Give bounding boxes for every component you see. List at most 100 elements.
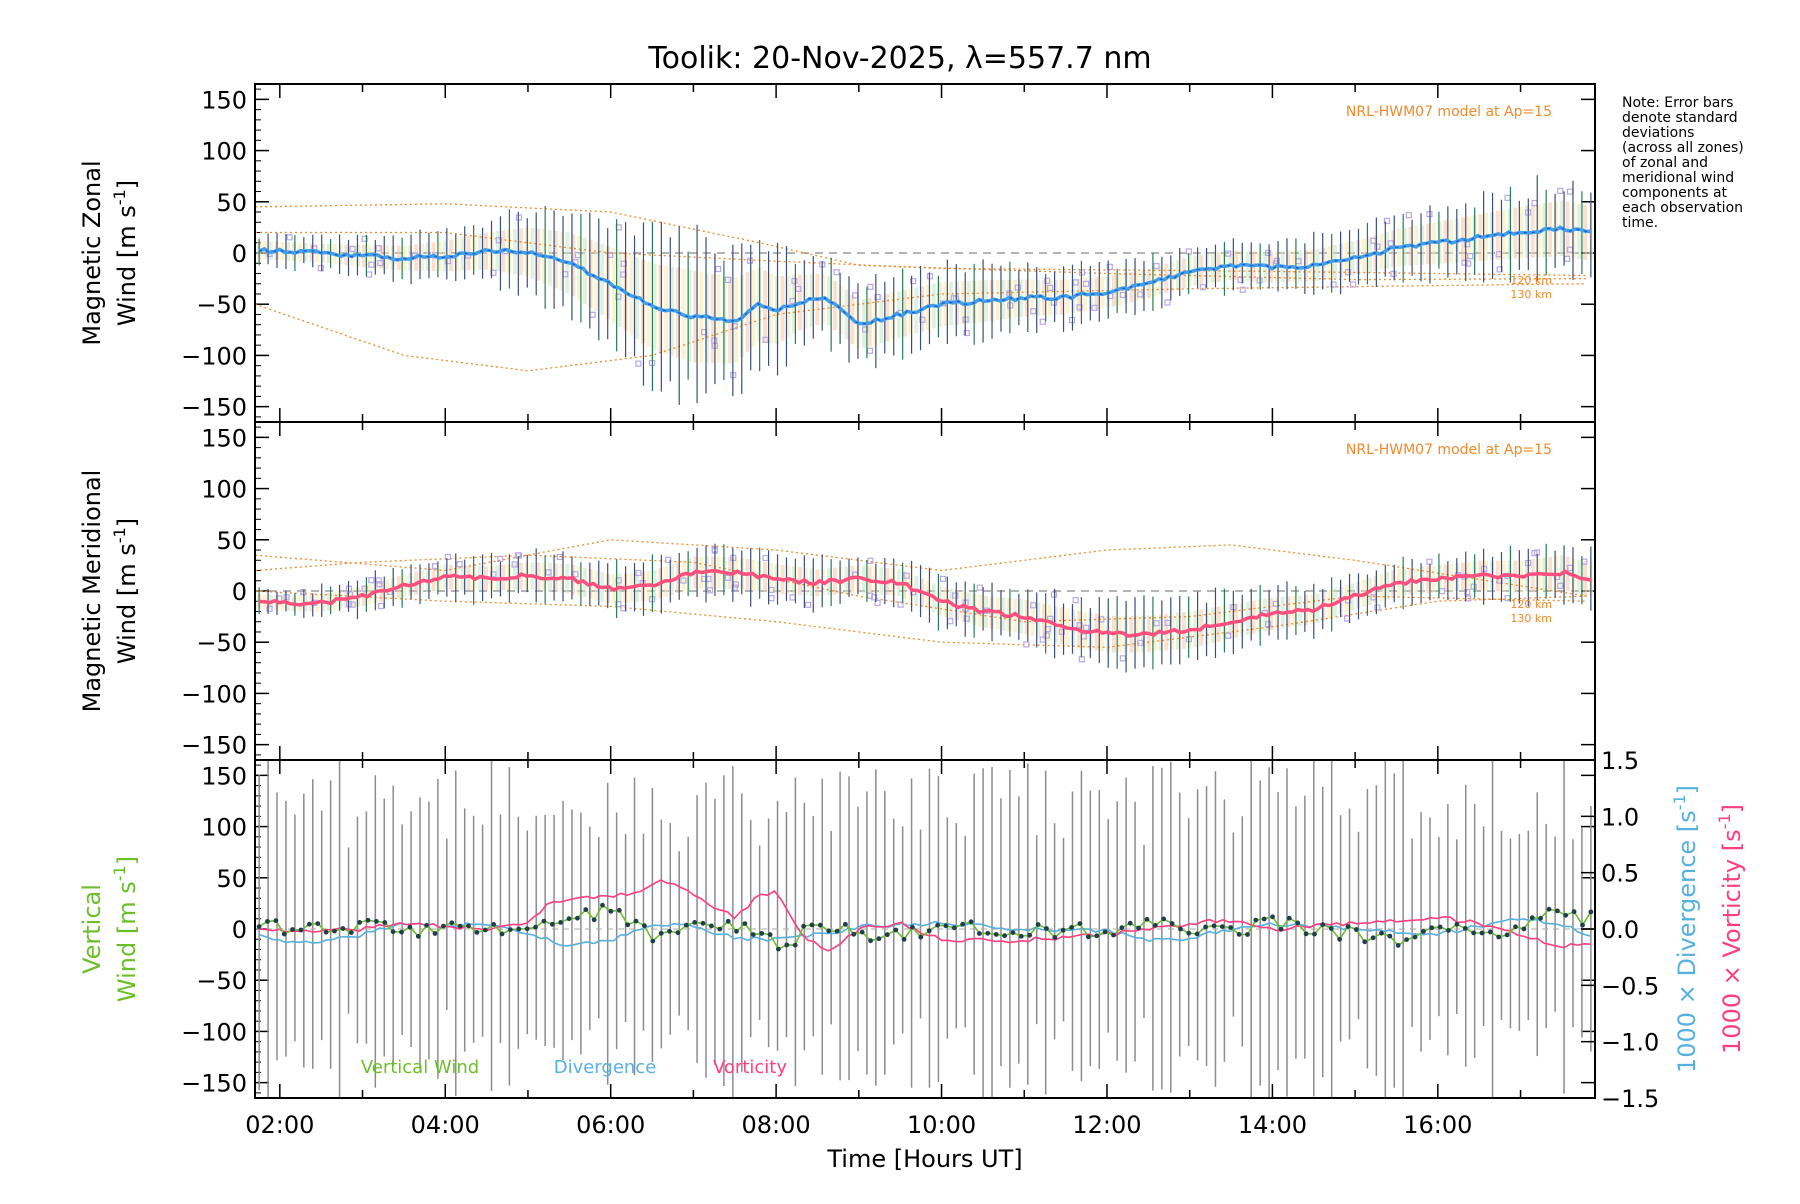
zone-point xyxy=(1039,318,1046,325)
zone-point xyxy=(365,271,373,278)
vertical-wind-point xyxy=(608,908,614,914)
y-title-text: Wind [m s xyxy=(113,881,141,1002)
vertical-wind-point xyxy=(750,932,756,937)
zone-point xyxy=(1185,248,1192,255)
vertical-wind-point xyxy=(876,936,882,942)
vertical-wind-point xyxy=(817,922,823,928)
vertical-wind-point xyxy=(1102,929,1108,935)
y-tick-label: −100 xyxy=(181,680,247,708)
y-tick-label: 150 xyxy=(201,86,247,114)
zone-point xyxy=(724,574,732,581)
zone-point xyxy=(903,572,910,579)
vertical-wind-point xyxy=(1555,908,1560,914)
right-tick-label: −0.5 xyxy=(1601,972,1659,1000)
vertical-wind-point xyxy=(1136,925,1141,931)
vertical-wind-point xyxy=(935,922,940,928)
zone-point xyxy=(515,214,523,221)
zone-point xyxy=(1265,621,1272,628)
model-curve xyxy=(254,590,1587,648)
vertical-wind-point xyxy=(449,920,455,926)
vertical-wind-point xyxy=(1538,915,1543,921)
vertical-wind-point xyxy=(1387,933,1393,939)
vertical-wind-point xyxy=(1194,931,1200,937)
vertical-wind-point xyxy=(616,907,622,913)
vertical-wind-point xyxy=(1286,915,1292,921)
zone-point xyxy=(545,569,552,576)
vertical-wind-point xyxy=(1412,934,1418,940)
zone-point xyxy=(1496,266,1503,273)
model-label-130km: 130 km xyxy=(1510,612,1552,625)
vertical-wind-point xyxy=(985,930,991,936)
model-curve xyxy=(254,539,1587,597)
vertical-wind-point xyxy=(951,925,957,931)
vertical-wind-point xyxy=(650,938,656,944)
zone-point xyxy=(805,601,812,608)
y-axis-title-line1: Magnetic Meridional xyxy=(78,470,106,713)
vertical-wind-point xyxy=(382,920,388,925)
right-tick-label: −1.5 xyxy=(1601,1085,1659,1113)
legend-entry: Divergence xyxy=(554,1057,657,1078)
vertical-wind-point xyxy=(491,922,497,927)
right-tick-label: 1.0 xyxy=(1601,803,1639,831)
zone-point xyxy=(1426,558,1433,565)
zone-point xyxy=(615,293,622,300)
zone-point xyxy=(1330,281,1337,288)
vertical-wind-point xyxy=(918,934,924,940)
vertical-wind-point xyxy=(432,931,438,936)
vertical-wind-point xyxy=(1010,930,1016,935)
vertical-wind-point xyxy=(549,921,555,927)
zone-point xyxy=(635,569,642,577)
vertical-wind-point xyxy=(851,931,857,937)
zone-point xyxy=(701,329,708,336)
zone-point xyxy=(1225,632,1232,639)
zone-point xyxy=(317,265,324,272)
vertical-wind-point xyxy=(340,926,346,931)
vertical-wind-point xyxy=(692,920,698,925)
zone-point xyxy=(866,347,874,354)
zone-point xyxy=(976,584,983,591)
vertical-wind-point xyxy=(348,930,354,935)
zone-point xyxy=(768,595,775,602)
vertical-wind-point xyxy=(734,928,739,934)
vertical-wind-point xyxy=(315,921,321,926)
zone-point xyxy=(1390,270,1397,277)
right-axis-title-vorticity-close: ] xyxy=(1718,804,1746,813)
zone-point xyxy=(1014,284,1021,291)
vertical-wind-point xyxy=(1152,923,1158,928)
vertical-wind-point xyxy=(1228,925,1234,930)
zone-point xyxy=(444,258,452,265)
zone-point xyxy=(378,602,385,610)
zone-point xyxy=(376,581,383,588)
right-tick-label: −1.0 xyxy=(1601,1029,1659,1057)
zone-point xyxy=(456,561,463,568)
zone-point xyxy=(497,555,504,563)
zone-point xyxy=(963,615,970,622)
zone-point xyxy=(1030,308,1037,315)
y-title-close: ] xyxy=(113,856,141,865)
vertical-wind-point xyxy=(541,918,547,924)
vertical-wind-point xyxy=(290,927,295,932)
legend-entry: Vorticity xyxy=(713,1057,787,1078)
vertical-wind-point xyxy=(1328,926,1334,931)
x-tick-label: 02:00 xyxy=(245,1111,314,1139)
zone-point xyxy=(897,601,904,608)
zone-point xyxy=(952,592,959,599)
vertical-wind-point xyxy=(826,928,832,934)
vertical-wind-point xyxy=(1546,906,1552,912)
zone-point xyxy=(1082,280,1090,287)
vertical-wind-point xyxy=(600,902,605,908)
vertical-wind-point xyxy=(1236,932,1242,937)
panel-frame-2 xyxy=(254,759,1596,1099)
x-axis-title: Time [Hours UT] xyxy=(826,1145,1022,1173)
y-tick-label: 150 xyxy=(201,762,247,790)
model-caption: NRL-HWM07 model at Ap=15 xyxy=(1346,104,1552,120)
vertical-wind-point xyxy=(1362,939,1368,945)
zone-point xyxy=(635,360,642,367)
vertical-wind-point xyxy=(1119,925,1125,931)
y-axis-title-line1: Magnetic Zonal xyxy=(78,160,106,345)
zone-point xyxy=(746,257,754,264)
zone-point xyxy=(620,260,627,267)
vertical-wind-point xyxy=(466,923,471,929)
right-axis-title-divergence-close: ] xyxy=(1673,785,1701,794)
